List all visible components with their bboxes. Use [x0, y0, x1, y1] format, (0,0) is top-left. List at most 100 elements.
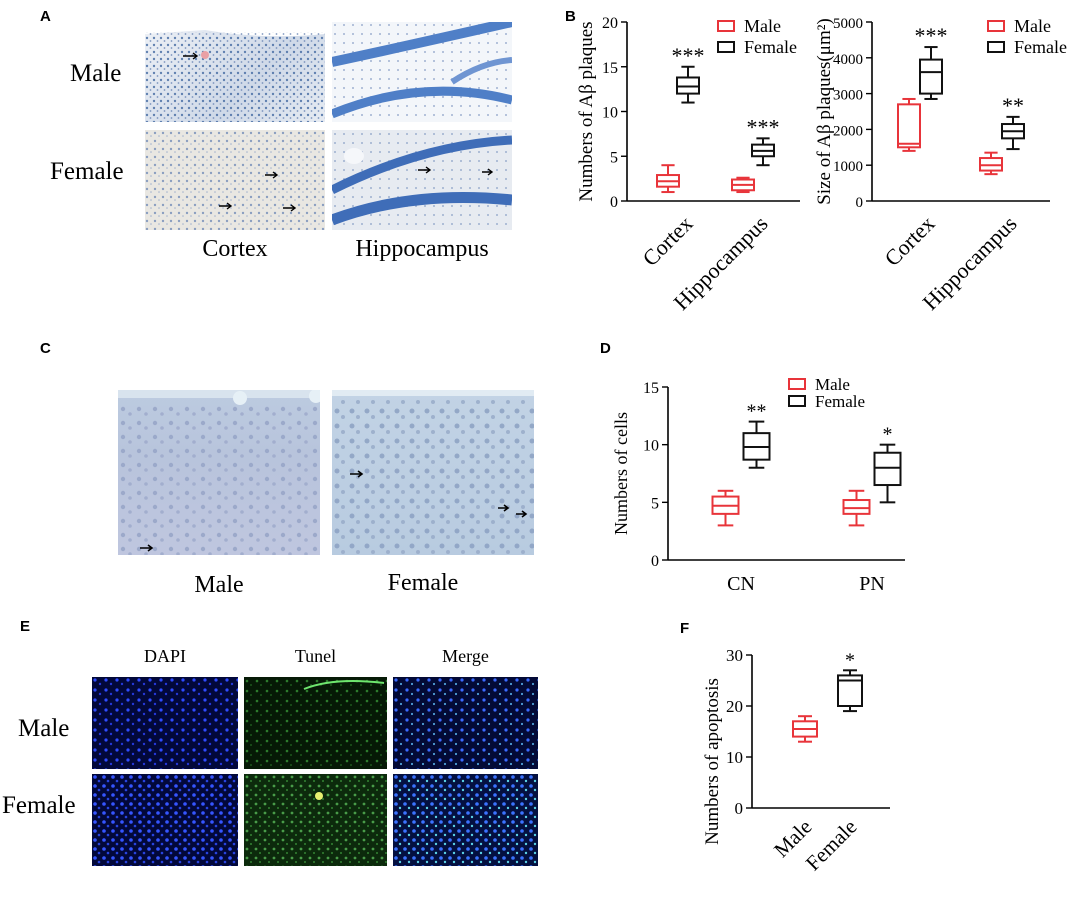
fluorescence-e-female-dapi	[92, 774, 238, 866]
y-tick-label: 5	[651, 495, 659, 512]
legend-label: Male	[744, 16, 781, 36]
box-male-cortex	[897, 97, 921, 152]
x-tick-label: PN	[859, 573, 885, 595]
fluorescence-e-female-tunel-art	[244, 774, 387, 866]
chart-b-plaque-number: 0 5 10 15 20 Numbers of Aβ plaques *** Cortex **…	[576, 15, 800, 315]
legend-swatch	[717, 20, 735, 32]
y-tick-label: 4000	[833, 52, 863, 68]
box-female	[837, 669, 863, 713]
fluorescence-e-male-merge	[393, 677, 538, 769]
micrograph-a-female-cortex	[145, 130, 325, 230]
significance-stars: ***	[672, 43, 705, 68]
fluorescence-e-male-tunel-art	[244, 677, 387, 769]
arrow-icon	[516, 510, 528, 518]
box-female-cortex	[676, 65, 700, 104]
box-male-hippocampus	[979, 151, 1003, 176]
y-axis-label: Numbers of Aβ plaques	[576, 21, 597, 201]
x-tick-label: Female	[801, 815, 862, 876]
fluorescence-e-male-merge-art	[393, 677, 538, 769]
panel-e-row-female: Female	[2, 792, 76, 819]
panel-letter-d: D	[600, 340, 611, 357]
panel-letter-c: C	[40, 340, 51, 357]
y-tick-label: 15	[643, 380, 659, 397]
micrograph-a-male-hippocampus	[332, 22, 512, 122]
y-tick-label: 15	[602, 60, 618, 77]
significance-stars: ***	[747, 114, 780, 139]
y-tick-label: 10	[726, 748, 743, 767]
fluorescence-e-male-dapi-art	[92, 677, 238, 769]
y-tick-label: 1000	[833, 159, 863, 175]
y-tick-label: 5	[610, 149, 618, 166]
legend-label: Female	[815, 392, 865, 411]
panel-a-col-cortex: Cortex	[202, 236, 268, 262]
legend-label: Female	[1014, 37, 1067, 57]
panel-a-row-male: Male	[70, 60, 122, 87]
micrograph-a-female-cortex-art	[145, 130, 325, 230]
panel-c-col-female: Female	[387, 570, 459, 596]
y-tick-label: 3000	[833, 88, 863, 104]
panel-c-col-male: Male	[194, 572, 244, 598]
box-female-hippocampus	[1001, 115, 1025, 151]
fluorescence-e-female-dapi-art	[92, 774, 238, 866]
panel-letter-f: F	[680, 620, 690, 637]
panel-letter-a: A	[40, 8, 51, 25]
significance-stars: *	[845, 649, 855, 671]
fluorescence-e-female-merge	[393, 774, 538, 866]
legend-swatch	[987, 20, 1005, 32]
box-male-pn	[842, 489, 871, 527]
arrow-icon	[265, 171, 279, 179]
panel-e-col-merge: Merge	[442, 646, 489, 666]
y-axis-label: Numbers of cells	[611, 412, 631, 535]
legend-label: Male	[815, 375, 850, 394]
y-tick-label: 0	[856, 195, 864, 211]
micrograph-a-female-hippocampus	[332, 130, 512, 230]
arrow-icon	[498, 504, 510, 512]
micrograph-a-female-hippocampus-art	[332, 130, 512, 230]
micrograph-a-male-cortex-art	[145, 22, 325, 122]
x-tick-label: Cortex	[880, 211, 940, 271]
micrograph-a-male-hippocampus-art	[332, 22, 512, 122]
panel-a-row-female: Female	[50, 158, 124, 185]
legend-swatch	[717, 41, 735, 53]
box-male-cn	[711, 489, 740, 527]
box-female-pn	[873, 443, 902, 504]
fluorescence-e-male-tunel	[244, 677, 387, 769]
micrograph-c-female-art	[332, 390, 534, 555]
y-tick-label: 10	[602, 105, 618, 122]
micrograph-c-male-art	[118, 390, 320, 555]
y-axis-label: Size of Aβ plaques(μm²)	[814, 18, 835, 204]
x-tick-label: Cortex	[638, 211, 698, 271]
panel-letter-b: B	[565, 8, 576, 25]
box-male-hippocampus	[731, 176, 755, 194]
legend-label: Male	[1014, 16, 1051, 36]
y-axis-label: Numbers of apoptosis	[702, 678, 723, 845]
significance-stars: ***	[915, 23, 948, 48]
x-tick-label: CN	[727, 573, 755, 595]
micrograph-c-female	[332, 390, 534, 555]
fluorescence-e-male-dapi	[92, 677, 238, 769]
legend-swatch	[788, 395, 806, 407]
y-tick-label: 0	[651, 553, 659, 570]
y-tick-label: 2000	[833, 123, 863, 139]
y-tick-label: 0	[610, 194, 618, 211]
panel-a-col-hippocampus: Hippocampus	[355, 236, 489, 262]
arrow-icon	[183, 52, 199, 60]
significance-stars: **	[1002, 93, 1024, 118]
box-male	[792, 715, 818, 743]
arrow-icon	[350, 470, 364, 478]
micrograph-c-male	[118, 390, 320, 555]
arrow-icon	[219, 202, 233, 210]
legend-swatch	[987, 41, 1005, 53]
panel-e-row-male: Male	[18, 715, 70, 742]
fluorescence-e-female-tunel	[244, 774, 387, 866]
panel-e-col-tunel: Tunel	[294, 646, 337, 666]
box-female-cortex	[919, 46, 943, 100]
y-tick-label: 20	[602, 15, 618, 32]
y-tick-label: 10	[643, 438, 659, 455]
y-tick-label: 20	[726, 697, 743, 716]
fluorescence-e-female-merge-art	[393, 774, 538, 866]
significance-stars: **	[747, 401, 767, 423]
